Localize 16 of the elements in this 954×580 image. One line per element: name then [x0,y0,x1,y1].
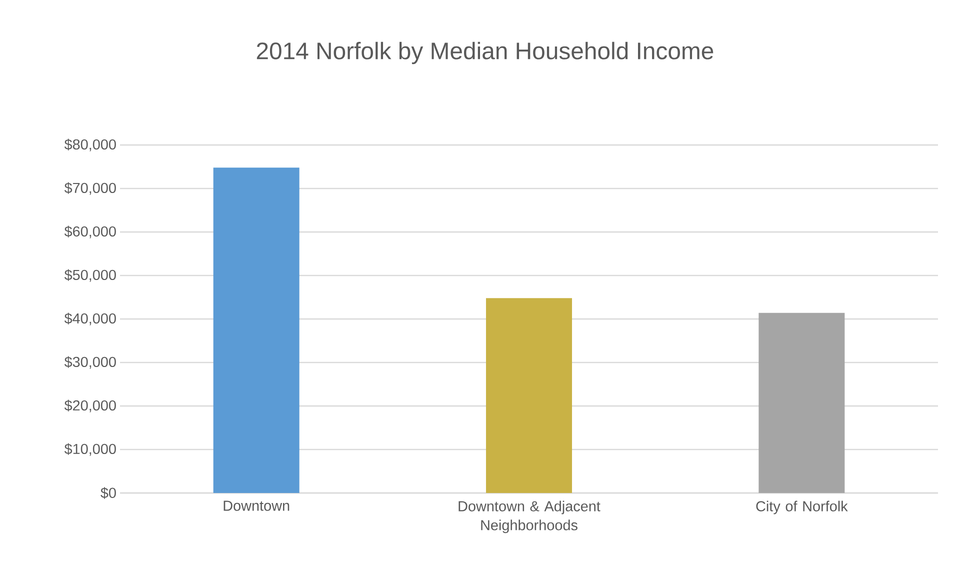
x-tick-label: Downtown [224,500,290,511]
y-tick-label: $0 [100,487,116,499]
y-tick-label: $60,000 [64,226,116,238]
x-tick-label: City of Norfolk [756,500,848,514]
y-tick-label: $40,000 [64,312,116,326]
x-tick-label: Downtown & Adjacent Neighborhoods [458,500,600,534]
chart-title: 2014 Norfolk by Median Household Income [256,42,714,64]
y-tick-label: $70,000 [64,182,116,195]
y-tick-label: $50,000 [64,269,116,282]
y-tick-label: $10,000 [64,443,116,456]
bar [486,298,572,493]
y-tick-label: $20,000 [64,400,116,412]
y-tick-label: $80,000 [64,138,116,152]
bar [213,168,300,493]
bar [758,312,845,493]
y-tick-label: $30,000 [64,356,116,369]
